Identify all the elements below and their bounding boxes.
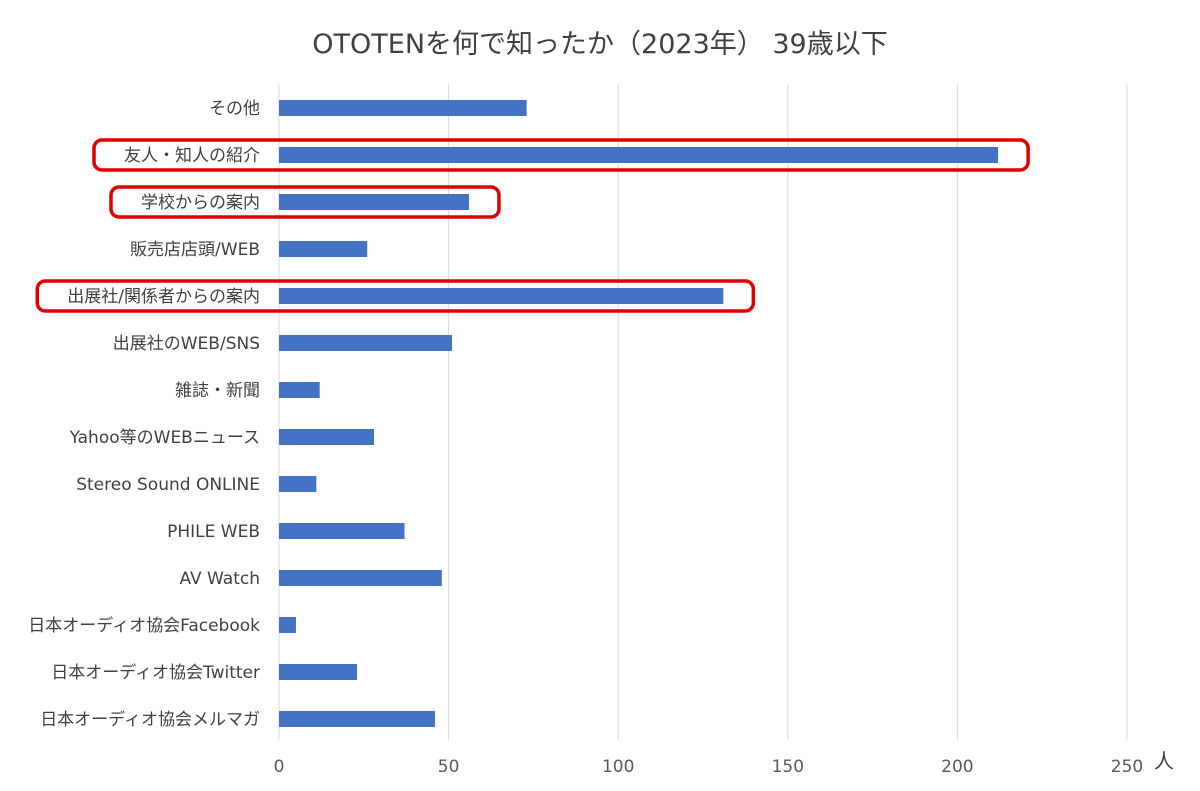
bar	[279, 335, 452, 351]
category-label: 日本オーディオ協会Facebook	[28, 615, 260, 636]
gridlines	[278, 84, 1128, 740]
bar	[279, 147, 999, 163]
category-label: AV Watch	[179, 569, 260, 589]
category-label: 日本オーディオ協会メルマガ	[40, 709, 260, 730]
bar	[279, 194, 469, 210]
bar	[279, 288, 724, 304]
category-label: Yahoo等のWEBニュース	[69, 428, 260, 448]
category-label: その他	[209, 99, 260, 119]
category-label: 日本オーディオ協会Twitter	[51, 662, 260, 683]
category-label: 学校からの案内	[141, 193, 260, 213]
chart-title: OTOTENを何で知ったか（2023年） 39歳以下	[312, 29, 888, 60]
bar	[279, 570, 442, 586]
bar	[279, 429, 374, 445]
bars	[279, 100, 999, 727]
highlight-box	[109, 185, 501, 219]
x-tick-label: 0	[274, 757, 285, 777]
x-tick-label: 150	[772, 757, 804, 777]
highlight-box	[35, 279, 756, 313]
bar	[279, 711, 436, 727]
x-tick-label: 250	[1111, 757, 1143, 777]
bar	[279, 100, 527, 116]
bar	[279, 476, 317, 492]
category-label: 雑誌・新聞	[175, 381, 260, 401]
category-label: PHILE WEB	[167, 522, 260, 542]
category-label: 販売店店頭/WEB	[130, 240, 260, 260]
x-tick-label: 100	[602, 757, 634, 777]
x-axis-ticks: 0 50 100 150 200 250	[274, 757, 1144, 777]
x-tick-label: 200	[941, 757, 973, 777]
bar	[279, 664, 358, 680]
bar	[279, 382, 320, 398]
x-tick-label: 50	[438, 757, 460, 777]
category-label: 友人・知人の紹介	[124, 146, 260, 166]
highlight-box	[92, 138, 1030, 172]
x-axis-unit-label: 人	[1154, 749, 1174, 773]
highlight-boxes	[35, 138, 1030, 313]
category-label: Stereo Sound ONLINE	[76, 475, 260, 495]
bar	[279, 617, 296, 633]
category-label: 出展社のWEB/SNS	[113, 334, 260, 354]
bar	[279, 523, 405, 539]
bar	[279, 241, 368, 257]
category-label: 出展社/関係者からの案内	[67, 287, 260, 307]
